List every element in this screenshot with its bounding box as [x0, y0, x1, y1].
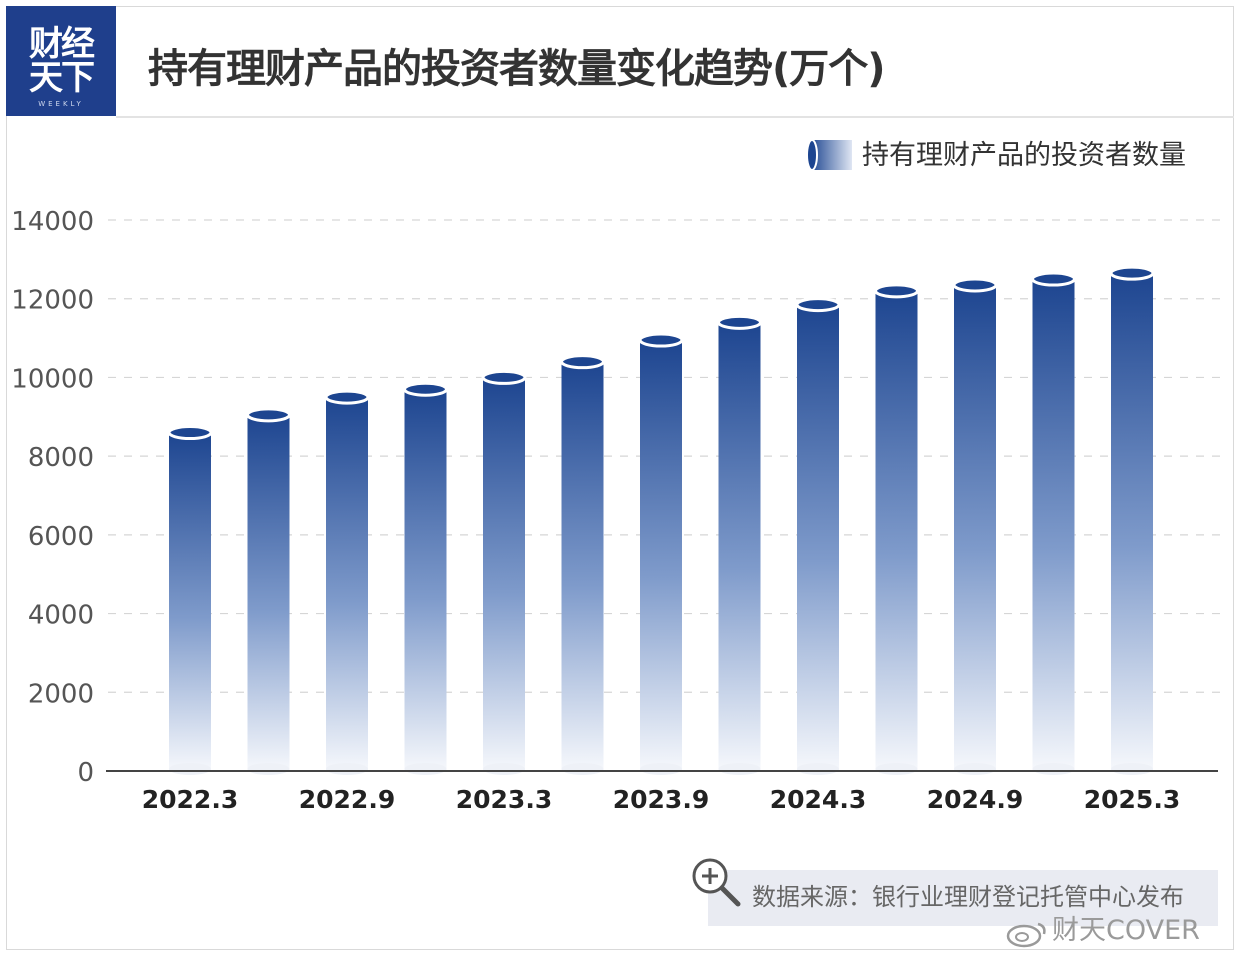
bar [560, 354, 605, 775]
bar [1031, 271, 1076, 775]
bar-cap [481, 369, 527, 385]
x-tick-label: 2023.9 [613, 785, 709, 814]
x-tick-label: 2024.9 [927, 785, 1023, 814]
y-tick-label: 10000 [11, 364, 94, 394]
brand-logo: 财经 天下 WEEKLY [6, 6, 116, 116]
legend-label: 持有理财产品的投资者数量 [862, 140, 1186, 171]
y-tick-label: 12000 [11, 286, 94, 316]
bar-cap [874, 283, 919, 299]
bar [403, 381, 448, 775]
y-tick-label: 2000 [28, 679, 94, 709]
logo-line1: 财经 [29, 24, 95, 64]
watermark-label: 财天COVER [1052, 915, 1200, 946]
bar-cap [324, 389, 370, 405]
x-tick-label: 2022.3 [142, 785, 238, 814]
bar-cap [638, 332, 684, 348]
bar-cap [560, 354, 605, 370]
bar [481, 369, 527, 775]
watermark-text: 财天COVER [1004, 914, 1200, 948]
bar [717, 314, 762, 775]
y-tick-label: 14000 [11, 207, 94, 237]
source-banner [708, 870, 1218, 926]
bar [638, 332, 684, 775]
y-tick-label: 8000 [28, 443, 94, 473]
y-tick-label: 0 [77, 758, 94, 788]
bar [952, 277, 998, 775]
title-divider [116, 116, 1234, 118]
bar-cap [1031, 271, 1076, 287]
logo-line3: WEEKLY [38, 100, 84, 108]
bar [246, 407, 291, 775]
bar-cap [952, 277, 998, 293]
magnifier-icon [692, 858, 741, 907]
legend-swatch-icon [806, 139, 852, 171]
bar-cap [717, 314, 762, 330]
weibo-icon [1006, 922, 1046, 948]
bar [795, 297, 841, 775]
x-tick-label: 2025.3 [1084, 785, 1180, 814]
y-tick-label: 6000 [28, 522, 94, 552]
x-tick-label: 2024.3 [770, 785, 866, 814]
bar [874, 283, 919, 775]
x-tick-label: 2022.9 [299, 785, 395, 814]
bar-cap [403, 381, 448, 397]
chart-title: 持有理财产品的投资者数量变化趋势(万个) [148, 46, 886, 92]
logo-line2: 天下 [29, 58, 95, 98]
x-tick-label: 2023.3 [456, 785, 552, 814]
bar [1109, 265, 1155, 775]
bar-cap [1109, 265, 1155, 281]
data-source-note: 数据来源：银行业理财登记托管中心发布 [752, 883, 1184, 911]
bar-cap [246, 407, 291, 423]
bar-cap [167, 425, 213, 441]
y-tick-label: 4000 [28, 601, 94, 631]
bar-cap [795, 297, 841, 313]
bar [324, 389, 370, 775]
bar [167, 425, 213, 775]
